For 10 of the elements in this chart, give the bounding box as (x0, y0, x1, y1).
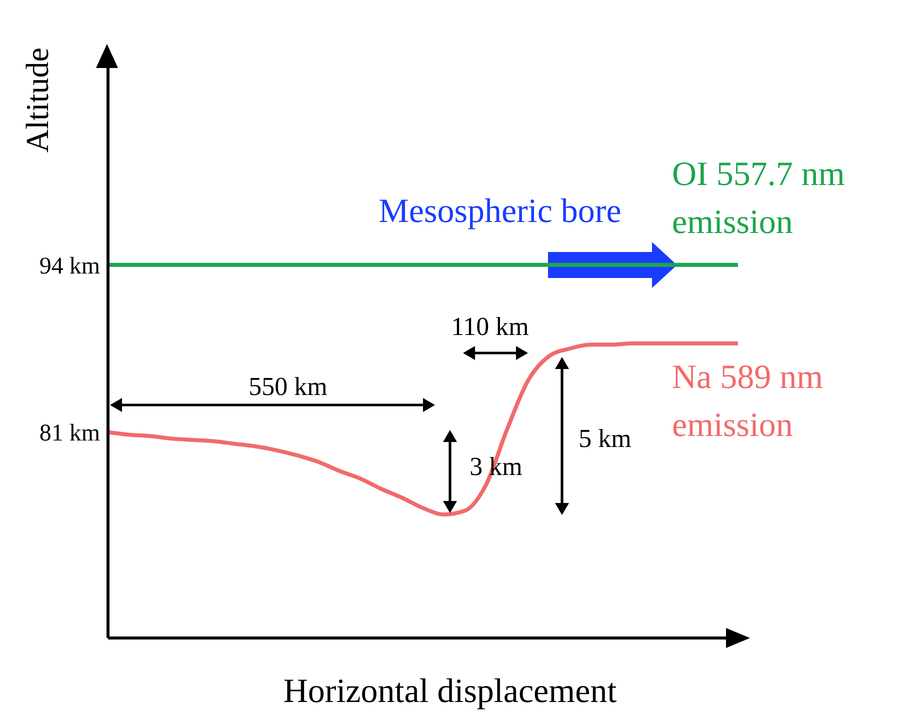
annotation: 550 km (248, 372, 328, 401)
series-label: Na 589 nm emission (672, 359, 824, 444)
series-label: OI 557.7 nm emission (672, 156, 845, 241)
y-axis-title: Altitude (19, 48, 55, 152)
annotation: 110 km (451, 312, 529, 341)
x-axis-title: Horizontal displacement (283, 673, 618, 710)
y-tick-label: 94 km (39, 253, 100, 280)
y-tick-label: 81 km (39, 420, 100, 447)
annotation: Mesospheric bore (378, 193, 622, 230)
annotation: 5 km (578, 424, 632, 453)
